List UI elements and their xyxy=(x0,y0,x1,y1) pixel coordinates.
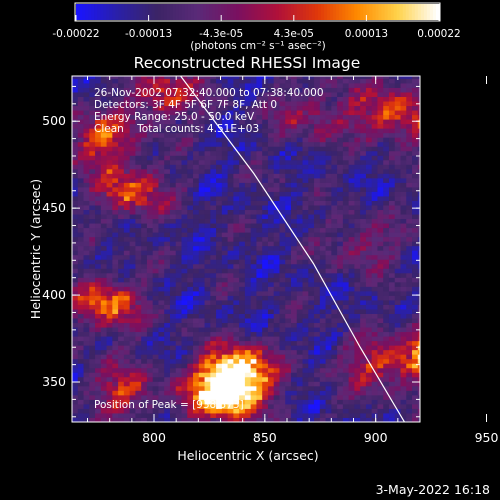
colorbar-unit-label: (photons cm⁻² s⁻¹ asec⁻²) xyxy=(190,40,325,52)
y-tick-label: 500 xyxy=(42,113,66,128)
colorbar-frame xyxy=(74,2,441,22)
solar-limb-line xyxy=(180,76,406,422)
y-tick-label: 450 xyxy=(42,200,66,215)
colorbar: -0.00022 -0.00013 -4.3e-05 4.3e-05 0.00013 0.… xyxy=(52,2,461,52)
info-detectors: Detectors: 3F 4F 5F 6F 7F 8F, Att 0 xyxy=(94,99,277,111)
info-energy-range: Energy Range: 25.0 - 50.0 keV xyxy=(94,111,255,123)
colorbar-tick-label: -0.00013 xyxy=(125,28,172,40)
y-tick-label: 350 xyxy=(42,374,66,389)
colorbar-tick-label: -0.00022 xyxy=(52,28,99,40)
peak-position-label: Position of Peak = [938,373] xyxy=(94,399,244,411)
y-axis-label: Heliocentric Y (arcsec) xyxy=(28,179,43,319)
colorbar-tick-label: 4.3e-05 xyxy=(274,28,314,40)
x-tick-label: 850 xyxy=(253,430,277,445)
info-time-range: 26-Nov-2002 07:32:40.000 to 07:38:40.000 xyxy=(94,87,324,99)
plot-frame xyxy=(71,75,421,423)
heatmap-cells xyxy=(72,76,420,422)
y-tick-label: 400 xyxy=(42,287,66,302)
x-tick-label: 800 xyxy=(142,430,166,445)
chart-title: Reconstructed RHESSI Image xyxy=(134,54,361,72)
info-total-counts: Clean Total counts: 4.51E+03 xyxy=(94,123,259,135)
colorbar-tick-label: 0.00013 xyxy=(345,28,388,40)
info-block: 26-Nov-2002 07:32:40.000 to 07:38:40.000… xyxy=(94,87,324,411)
x-tick-label: 950 xyxy=(475,430,499,445)
colorbar-tick-label: 0.00022 xyxy=(417,28,460,40)
footer-date: 3-May-2022 16:18 xyxy=(376,482,490,497)
plot-area: 800 850 900 950 350 400 450 500 xyxy=(42,75,499,445)
colorbar-tick-label: -4.3e-05 xyxy=(199,28,243,40)
x-axis-label: Heliocentric X (arcsec) xyxy=(177,448,318,463)
x-tick-label: 900 xyxy=(364,430,388,445)
